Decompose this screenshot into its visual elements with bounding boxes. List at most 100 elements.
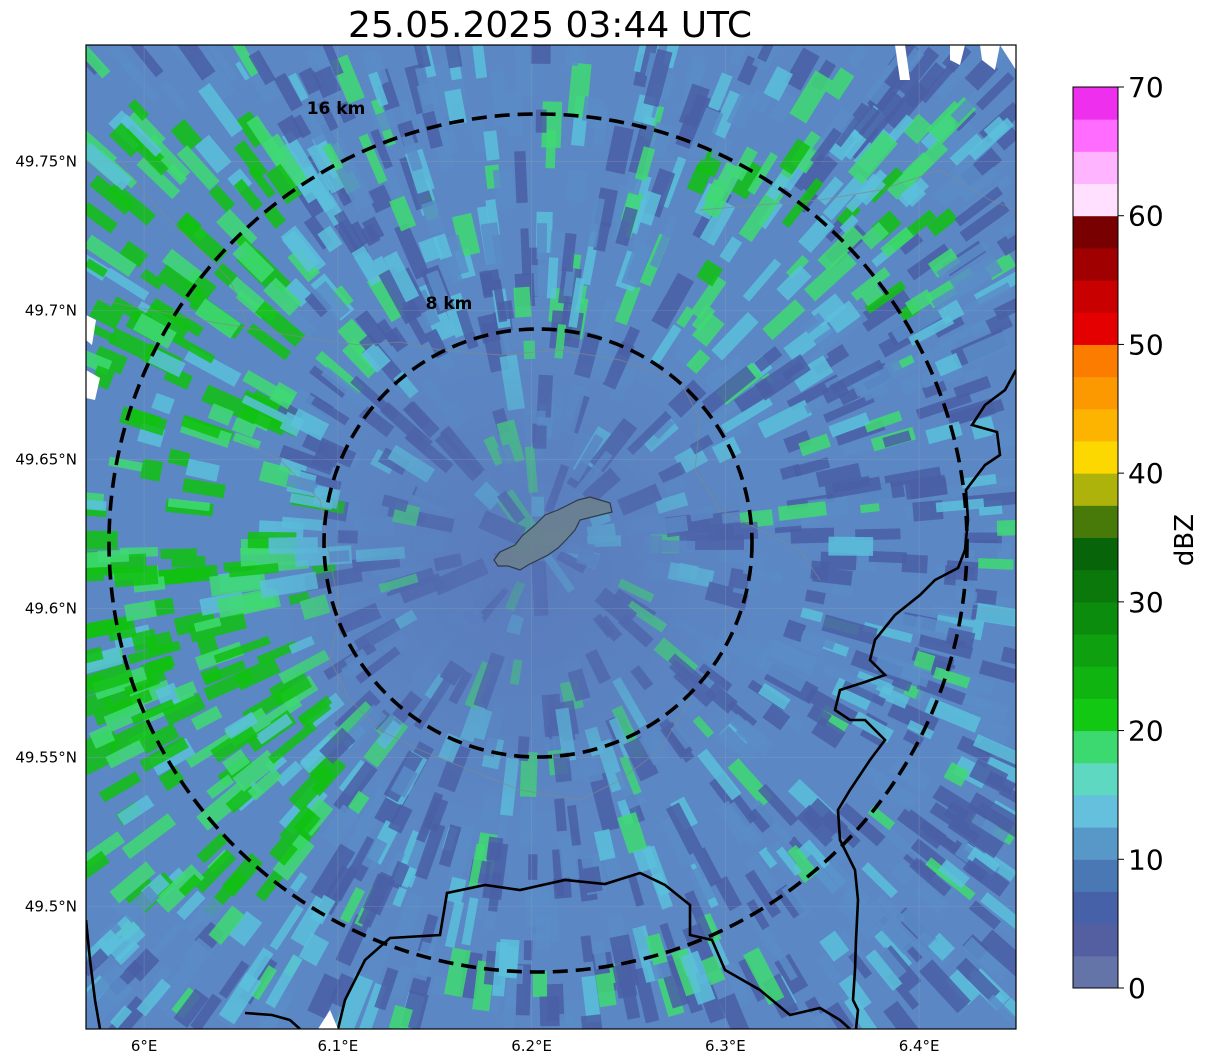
echo-cell bbox=[248, 50, 276, 86]
echo-cell bbox=[974, 588, 998, 605]
echo-cell bbox=[317, 100, 339, 132]
echo-cell bbox=[700, 955, 726, 986]
colorbar-bin bbox=[1073, 312, 1118, 345]
echo-cell bbox=[684, 53, 709, 87]
colorbar-bin bbox=[1073, 569, 1118, 603]
city-area bbox=[493, 496, 613, 571]
echo-cell bbox=[838, 974, 872, 1012]
echo-cell bbox=[334, 973, 374, 1029]
echo-cell bbox=[857, 286, 913, 333]
echo-cell bbox=[310, 894, 336, 925]
echo-cell bbox=[86, 963, 125, 1011]
echo-cell bbox=[178, 874, 202, 897]
echo-cell bbox=[865, 78, 891, 106]
echo-cell bbox=[934, 352, 963, 377]
echo-cell bbox=[605, 125, 634, 175]
echo-cell bbox=[821, 380, 850, 404]
echo-cell bbox=[651, 272, 695, 330]
echo-cell bbox=[545, 129, 557, 169]
echo-cell bbox=[779, 138, 811, 175]
echo-cell bbox=[776, 265, 812, 301]
echo-cell bbox=[617, 812, 648, 854]
colorbar-bin bbox=[1073, 376, 1118, 410]
echo-cell bbox=[882, 430, 912, 448]
echo-cell bbox=[263, 277, 302, 316]
echo-cell bbox=[804, 589, 826, 605]
colorbar-bin bbox=[1073, 891, 1118, 925]
echo-cell bbox=[565, 45, 580, 67]
echo-cell bbox=[984, 474, 1016, 490]
y-axis-ticks: 49.75°N 49.7°N 49.65°N 49.6°N 49.55°N 49.5°N bbox=[15, 152, 77, 915]
echo-cell bbox=[678, 83, 710, 128]
echo-cell bbox=[150, 297, 204, 337]
echo-cell bbox=[483, 130, 500, 161]
echo-cell bbox=[298, 106, 328, 146]
echo-cell bbox=[269, 904, 304, 951]
echo-cell bbox=[836, 927, 866, 962]
echo-cell bbox=[742, 947, 785, 1006]
echo-cell bbox=[792, 636, 826, 657]
echo-cell bbox=[690, 275, 727, 320]
echo-cell bbox=[438, 824, 462, 868]
echo-cell bbox=[311, 281, 351, 322]
echo-cell bbox=[766, 173, 790, 202]
range-ring-16km bbox=[107, 112, 969, 974]
echo-cell bbox=[819, 930, 850, 962]
echo-cell bbox=[246, 323, 292, 361]
echo-cell bbox=[991, 425, 1016, 450]
y-tick-label: 49.6°N bbox=[25, 600, 77, 618]
echo-cell bbox=[935, 498, 985, 513]
echo-cell bbox=[793, 457, 831, 477]
echo-cell bbox=[461, 897, 479, 946]
colorbar: 0 10 20 30 40 50 60 70 dBZ bbox=[1072, 71, 1200, 1005]
echo-cell bbox=[86, 619, 112, 640]
echo-cell bbox=[803, 397, 826, 414]
x-tick-label: 6°E bbox=[131, 1037, 158, 1055]
echo-cell bbox=[203, 660, 247, 686]
echo-cell bbox=[615, 206, 638, 247]
echo-cell bbox=[919, 959, 971, 1014]
y-tick-label: 49.7°N bbox=[25, 301, 77, 319]
echo-cell bbox=[720, 396, 773, 434]
echo-cell bbox=[232, 432, 262, 450]
echo-cell bbox=[711, 90, 744, 139]
echo-cell bbox=[828, 536, 874, 556]
echo-cell bbox=[782, 619, 807, 643]
echo-cell bbox=[160, 548, 197, 560]
echo-cell bbox=[987, 595, 1016, 611]
echo-cell bbox=[291, 114, 312, 139]
echo-cell bbox=[441, 129, 459, 155]
echo-cell bbox=[878, 685, 910, 709]
echo-cell bbox=[125, 878, 155, 906]
echo-cell bbox=[784, 47, 820, 91]
echo-cell bbox=[361, 837, 388, 871]
echo-cell bbox=[665, 802, 703, 856]
admin-boundaries bbox=[99, 159, 1016, 801]
echo-cell bbox=[513, 286, 532, 318]
echo-cell bbox=[757, 399, 813, 439]
echo-cell bbox=[968, 758, 1009, 792]
echo-cell bbox=[563, 267, 576, 297]
echo-cell bbox=[273, 72, 303, 112]
echo-cell bbox=[208, 905, 245, 945]
echo-cell bbox=[714, 875, 743, 912]
echo-cell bbox=[628, 122, 656, 175]
echo-cell bbox=[86, 646, 104, 666]
echo-cell bbox=[432, 233, 453, 261]
echo-cell bbox=[889, 756, 933, 793]
echo-cell bbox=[486, 836, 504, 862]
echo-cell bbox=[744, 853, 777, 893]
echo-cell bbox=[351, 245, 384, 287]
echo-cell bbox=[728, 45, 750, 66]
colorbar-bin bbox=[1073, 923, 1118, 957]
echo-cell bbox=[592, 941, 608, 970]
echo-cell bbox=[139, 736, 189, 772]
colorbar-bin bbox=[1073, 87, 1118, 120]
echo-cell bbox=[228, 910, 263, 947]
echo-cell bbox=[978, 660, 1016, 684]
echo-cell bbox=[392, 886, 407, 908]
echo-cell bbox=[898, 177, 930, 208]
ring-label-8km: 8 km bbox=[426, 294, 473, 314]
echo-cell bbox=[853, 105, 881, 136]
echo-cell bbox=[156, 264, 206, 307]
